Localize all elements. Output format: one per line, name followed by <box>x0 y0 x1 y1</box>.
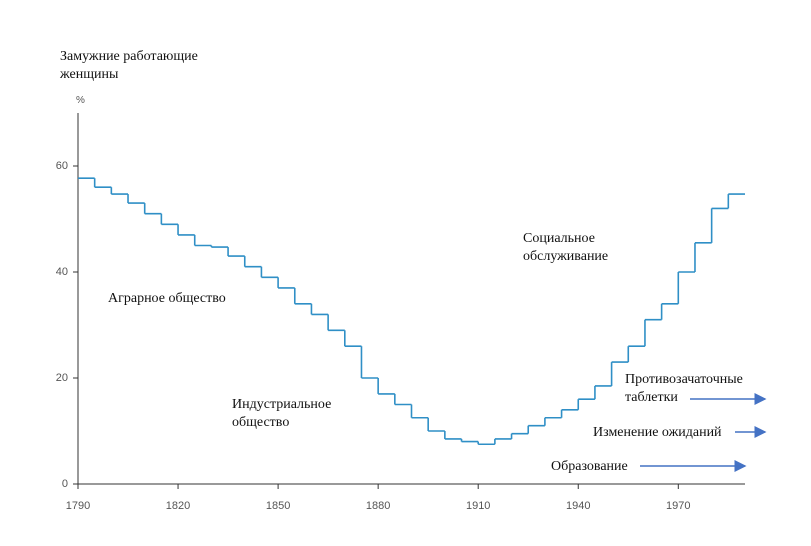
x-tick-label: 1850 <box>266 500 290 512</box>
chart-title: Замужние работающие женщины <box>60 48 220 84</box>
x-tick-label: 1970 <box>666 500 690 512</box>
y-tick-label: 40 <box>56 266 68 278</box>
annotation: Аграрное общество <box>108 290 308 308</box>
y-axis-label: % <box>76 92 85 110</box>
annotation: Социальное обслуживание <box>523 230 623 266</box>
y-tick-label: 20 <box>56 372 68 384</box>
annotation: Изменение ожиданий <box>593 424 753 442</box>
x-tick-label: 1790 <box>66 500 90 512</box>
y-tick-label: 60 <box>56 160 68 172</box>
x-tick-label: 1940 <box>566 500 590 512</box>
y-tick-label: 0 <box>62 478 68 490</box>
page: 0 20 40 60 1790 1820 1850 1880 1910 1940 1970 Заму… <box>0 0 811 546</box>
x-tick-label: 1880 <box>366 500 390 512</box>
x-tick-label: 1910 <box>466 500 490 512</box>
x-tick-label: 1820 <box>166 500 190 512</box>
annotation: Индустриальное общество <box>232 396 357 432</box>
annotation: Образование <box>551 458 671 476</box>
annotation: Противозачаточные таблетки <box>625 371 755 407</box>
